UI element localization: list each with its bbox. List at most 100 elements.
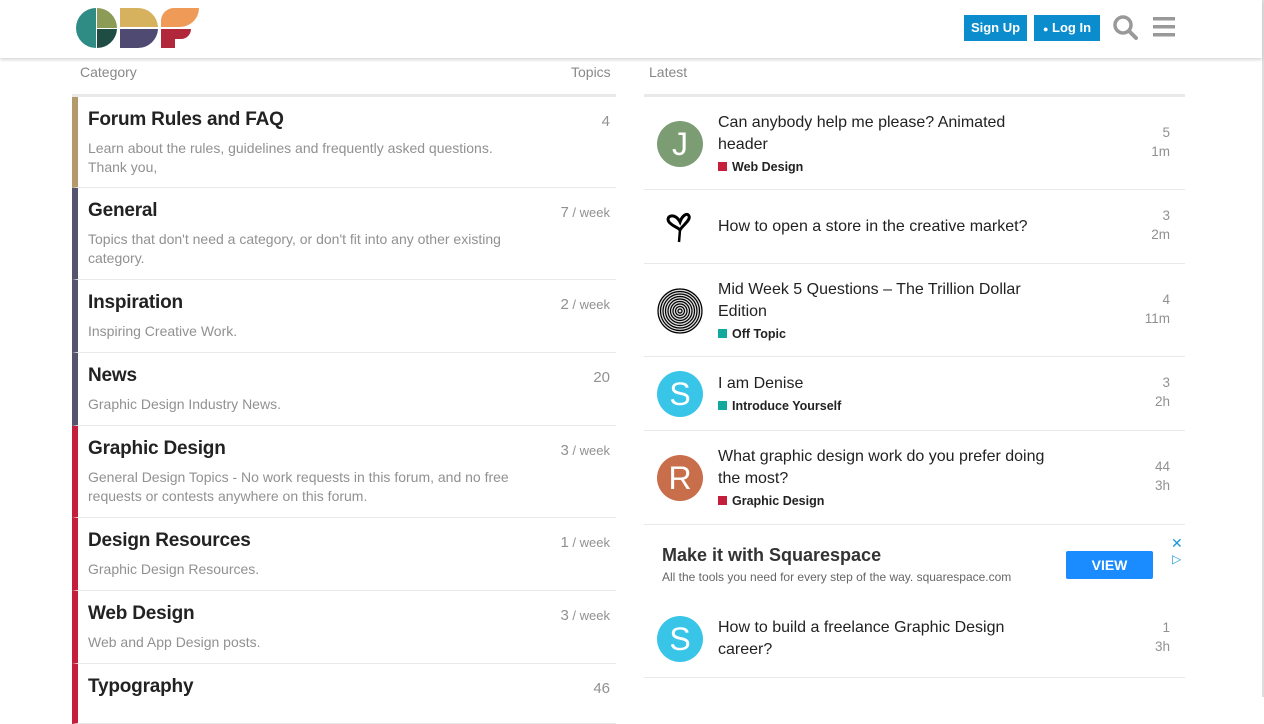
category-row[interactable]: Inspiration Inspiring Creative Work. 2 /… [72, 280, 616, 353]
category-name[interactable]: News [88, 365, 137, 386]
category-color-badge [718, 328, 727, 338]
topic-count: 1 / week [560, 534, 610, 551]
topic-row[interactable]: S How to build a freelance Graphic Design… [644, 600, 1185, 678]
category-name[interactable]: Forum Rules and FAQ [88, 109, 284, 130]
activity-age[interactable]: 3h [1154, 478, 1170, 493]
topic-stats: 44 3h [1155, 457, 1170, 495]
category-name[interactable]: Inspiration [88, 292, 183, 313]
category-name[interactable]: General [88, 200, 158, 221]
category-description: Inspiring Creative Work. [88, 323, 238, 339]
sign-up-button[interactable]: Sign Up [964, 15, 1027, 41]
reply-count: 3 [1162, 208, 1170, 223]
category-description: Graphic Design Industry News. [88, 396, 281, 412]
category-color-badge [718, 496, 727, 505]
topic-row[interactable]: S I am Denise Introduce Yourself 3 2h [644, 357, 1185, 431]
reply-count: 1 [1162, 620, 1170, 635]
category-tag[interactable]: Web Design [718, 159, 1058, 175]
topic-count: 2 / week [560, 296, 610, 313]
topic-title[interactable]: What graphic design work do you prefer d… [718, 448, 1045, 487]
category-row[interactable]: Typography 46 [72, 664, 616, 724]
category-description: Graphic Design Resources. [88, 561, 260, 577]
category-description: General Design Topics - No work requests… [88, 469, 509, 504]
category-tag[interactable]: Off Topic [718, 326, 1058, 342]
category-row[interactable]: General Topics that don't need a categor… [72, 188, 616, 280]
count-value: 46 [593, 680, 610, 697]
activity-age[interactable]: 2h [1154, 394, 1170, 409]
count-unit: / week [568, 443, 610, 458]
hamburger-menu-icon[interactable] [1153, 17, 1175, 37]
reply-count: 5 [1162, 124, 1170, 140]
category-tag-label: Graphic Design [732, 494, 825, 508]
topic-row[interactable]: J Can anybody help me please? Animated he… [644, 97, 1185, 190]
category-name[interactable]: Graphic Design [88, 438, 226, 459]
category-list: Forum Rules and FAQ Learn about the rule… [72, 94, 616, 724]
squarespace-ad[interactable]: Make it with Squarespace All the tools y… [644, 525, 1185, 600]
topic-count: 4 [602, 113, 610, 130]
activity-age[interactable]: 11m [1144, 310, 1170, 326]
count-unit: / week [568, 297, 610, 312]
count-value: 7 [560, 204, 569, 221]
avatar[interactable]: S [657, 371, 703, 417]
avatar[interactable]: R [657, 455, 703, 501]
topic-body: I am Denise Introduce Yourself [718, 357, 1058, 430]
category-tag[interactable]: Graphic Design [718, 493, 1058, 509]
topic-body: How to open a store in the creative mark… [718, 190, 1058, 263]
category-name[interactable]: Typography [88, 676, 194, 697]
site-header: Sign Up ● Log In [0, 0, 1262, 58]
category-tag-label: Web Design [732, 159, 804, 174]
topic-row[interactable]: R What graphic design work do you prefer … [644, 431, 1185, 525]
category-tag[interactable]: Introduce Yourself [718, 398, 1058, 414]
topic-count: 3 / week [560, 442, 610, 459]
activity-age[interactable]: 3h [1154, 639, 1170, 654]
category-row[interactable]: Graphic Design General Design Topics - N… [72, 426, 616, 518]
ad-close-icon[interactable]: ✕ [1171, 535, 1183, 551]
category-row[interactable]: Web Design Web and App Design posts. 3 /… [72, 591, 616, 664]
category-row[interactable]: Design Resources Graphic Design Resource… [72, 518, 616, 591]
topic-stats: 1 3h [1155, 618, 1170, 656]
topic-row[interactable]: How to open a store in the creative mark… [644, 190, 1185, 264]
category-description: Topics that don't need a category, or do… [88, 231, 501, 266]
category-name[interactable]: Web Design [88, 603, 195, 624]
category-description: Web and App Design posts. [88, 634, 261, 650]
count-value: 1 [560, 534, 569, 551]
category-tag-label: Introduce Yourself [732, 399, 842, 413]
topics-column-header: Topics [571, 64, 611, 80]
topic-title[interactable]: Mid Week 5 Questions – The Trillion Doll… [718, 280, 1021, 320]
category-row[interactable]: Forum Rules and FAQ Learn about the rule… [72, 97, 616, 188]
heart-drip-icon[interactable] [657, 204, 703, 250]
avatar[interactable]: S [657, 616, 703, 662]
topic-title[interactable]: How to build a freelance Graphic Design … [718, 618, 1005, 658]
topic-row[interactable]: Mid Week 5 Questions – The Trillion Doll… [644, 264, 1185, 357]
topic-title[interactable]: I am Denise [718, 375, 804, 392]
spiral-icon[interactable] [657, 287, 703, 334]
reply-count: 4 [1162, 291, 1170, 307]
ad-choices-icon[interactable]: ▷ [1172, 552, 1182, 566]
topic-count: 7 / week [560, 204, 610, 221]
activity-age[interactable]: 1m [1151, 143, 1170, 159]
count-value: 2 [560, 296, 569, 313]
count-value: 3 [560, 442, 569, 459]
count-unit: / week [568, 608, 610, 623]
log-in-label: Log In [1052, 20, 1092, 35]
topic-title[interactable]: How to open a store in the creative mark… [718, 217, 1028, 235]
search-icon[interactable] [1113, 15, 1139, 41]
category-column-header: Category [80, 64, 137, 80]
category-tag-label: Off Topic [732, 326, 786, 341]
latest-column-header: Latest [649, 64, 688, 80]
ad-view-button[interactable]: VIEW [1066, 551, 1153, 579]
avatar[interactable]: J [657, 120, 703, 167]
category-color-badge [718, 401, 727, 410]
activity-age[interactable]: 2m [1151, 227, 1170, 242]
topic-count: 46 [593, 680, 610, 697]
topic-body: Can anybody help me please? Animated hea… [718, 97, 1058, 189]
category-name[interactable]: Design Resources [88, 530, 251, 551]
topic-title[interactable]: Can anybody help me please? Animated hea… [718, 113, 1006, 153]
ad-title[interactable]: Make it with Squarespace [662, 545, 882, 565]
count-value: 4 [601, 113, 610, 130]
topic-stats: 3 2h [1155, 373, 1170, 411]
category-row[interactable]: News Graphic Design Industry News. 20 [72, 353, 616, 426]
gdf-logo[interactable] [75, 7, 200, 49]
scrollbar[interactable] [1262, 0, 1264, 697]
topic-count: 20 [593, 369, 610, 386]
log-in-button[interactable]: ● Log In [1034, 15, 1100, 41]
